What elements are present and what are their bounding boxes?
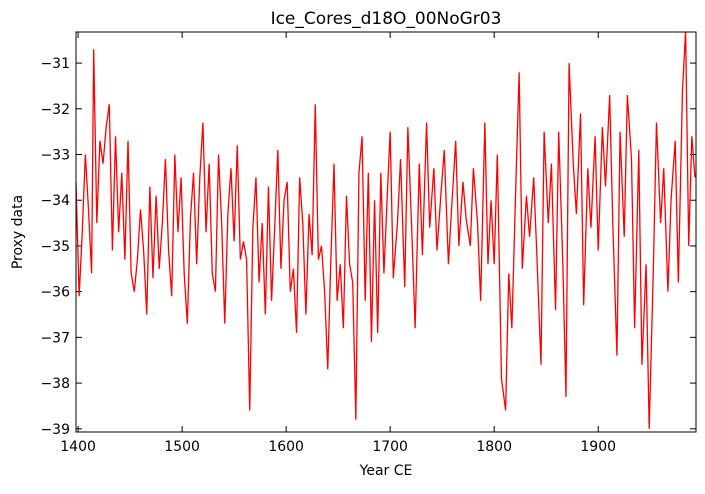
x-tick-label: 1900 [580, 439, 616, 455]
y-tick-label: −34 [40, 193, 70, 209]
x-tick-label: 1700 [372, 439, 408, 455]
x-tick-label: 1800 [476, 439, 512, 455]
x-tick-label: 1600 [268, 439, 304, 455]
y-tick-label: −35 [40, 239, 70, 255]
plot-frame [75, 31, 697, 433]
y-tick-label: −32 [40, 102, 70, 118]
y-tick-label: −36 [40, 285, 70, 301]
y-axis-label: Proxy data [10, 195, 26, 269]
x-axis-label: Year CE [359, 463, 413, 479]
chart-title: Ice_Cores_d18O_00NoGr03 [271, 9, 502, 29]
y-tick-label: −33 [40, 148, 70, 164]
y-tick-label: −37 [40, 330, 70, 346]
data-line [76, 32, 696, 429]
y-tick-label: −38 [40, 376, 70, 392]
x-tick-label: 1400 [60, 439, 96, 455]
x-tick-label: 1500 [164, 439, 200, 455]
y-tick-label: −39 [40, 422, 70, 438]
y-tick-label: −31 [40, 56, 70, 72]
